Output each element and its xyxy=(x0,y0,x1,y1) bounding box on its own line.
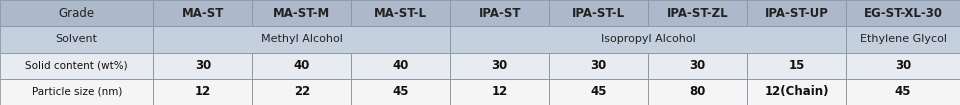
Bar xyxy=(154,79,252,105)
Text: 12: 12 xyxy=(195,85,211,98)
Text: 40: 40 xyxy=(393,59,409,72)
Bar xyxy=(450,0,549,26)
Text: MA-ST: MA-ST xyxy=(181,7,224,20)
Bar xyxy=(549,79,648,105)
Bar xyxy=(154,26,450,52)
Text: 30: 30 xyxy=(590,59,607,72)
Bar xyxy=(648,79,747,105)
Text: Grade: Grade xyxy=(59,7,95,20)
Bar xyxy=(846,26,960,52)
Bar xyxy=(0,79,154,105)
Bar xyxy=(252,79,351,105)
Bar xyxy=(549,0,648,26)
Bar xyxy=(846,79,960,105)
Text: 45: 45 xyxy=(393,85,409,98)
Bar xyxy=(747,0,846,26)
Bar xyxy=(549,52,648,79)
Bar xyxy=(351,52,450,79)
Text: Ethylene Glycol: Ethylene Glycol xyxy=(859,34,947,44)
Bar xyxy=(0,79,960,105)
Bar xyxy=(450,26,846,52)
Bar xyxy=(846,52,960,79)
Text: IPA-ST-L: IPA-ST-L xyxy=(572,7,625,20)
Text: 30: 30 xyxy=(689,59,706,72)
Text: Isopropyl Alcohol: Isopropyl Alcohol xyxy=(601,34,696,44)
Bar xyxy=(846,0,960,26)
Text: MA-ST-L: MA-ST-L xyxy=(374,7,427,20)
Text: IPA-ST-UP: IPA-ST-UP xyxy=(765,7,828,20)
Text: 40: 40 xyxy=(294,59,310,72)
Bar xyxy=(154,52,252,79)
Bar xyxy=(0,26,154,52)
Bar xyxy=(648,0,747,26)
Bar xyxy=(747,79,846,105)
Text: Particle size (nm): Particle size (nm) xyxy=(32,87,122,97)
Bar xyxy=(351,79,450,105)
Text: IPA-ST: IPA-ST xyxy=(478,7,521,20)
Bar xyxy=(450,52,549,79)
Text: 45: 45 xyxy=(895,85,911,98)
Bar xyxy=(0,52,154,79)
Text: 80: 80 xyxy=(689,85,706,98)
Text: Solid content (wt%): Solid content (wt%) xyxy=(25,61,128,71)
Bar xyxy=(450,79,549,105)
Text: 12(Chain): 12(Chain) xyxy=(764,85,828,98)
Text: Methyl Alcohol: Methyl Alcohol xyxy=(261,34,343,44)
Text: IPA-ST-ZL: IPA-ST-ZL xyxy=(667,7,729,20)
Bar xyxy=(351,0,450,26)
Bar xyxy=(0,52,960,79)
Text: MA-ST-M: MA-ST-M xyxy=(274,7,330,20)
Text: EG-ST-XL-30: EG-ST-XL-30 xyxy=(864,7,943,20)
Bar xyxy=(252,52,351,79)
Text: Solvent: Solvent xyxy=(56,34,98,44)
Bar xyxy=(0,0,960,26)
Text: 15: 15 xyxy=(788,59,804,72)
Text: 45: 45 xyxy=(590,85,607,98)
Text: 30: 30 xyxy=(195,59,211,72)
Text: 30: 30 xyxy=(492,59,508,72)
Bar xyxy=(648,52,747,79)
Bar xyxy=(154,0,252,26)
Text: 22: 22 xyxy=(294,85,310,98)
Bar xyxy=(0,26,960,52)
Bar xyxy=(747,52,846,79)
Bar xyxy=(0,0,154,26)
Bar xyxy=(252,0,351,26)
Text: 12: 12 xyxy=(492,85,508,98)
Text: 30: 30 xyxy=(895,59,911,72)
